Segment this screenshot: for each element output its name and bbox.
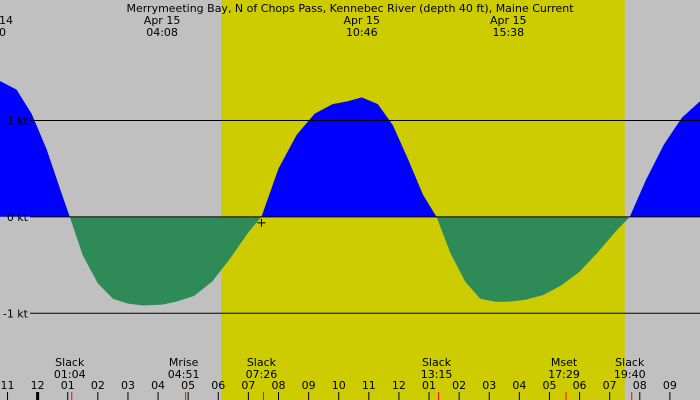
bottom-event-time: 04:51 (168, 368, 200, 381)
bottom-events: Slack01:04Mrise04:51Slack07:26Slack13:15… (54, 356, 646, 400)
x-tick-label: 06 (573, 379, 587, 392)
top-event-date: Apr 15 (344, 14, 381, 27)
x-tick-label: 11 (362, 379, 376, 392)
bottom-event-label: Slack (422, 356, 452, 369)
y-tick-label: 1 kt (7, 114, 29, 127)
x-tick-label: 09 (663, 379, 677, 392)
x-tick-label: 04 (512, 379, 526, 392)
bottom-event-label: Mset (551, 356, 578, 369)
top-left-date: 14 (0, 14, 13, 27)
bottom-event-label: Slack (55, 356, 85, 369)
x-tick-label: 01 (61, 379, 75, 392)
y-tick-label: -1 kt (3, 307, 29, 320)
bottom-event-label: Slack (247, 356, 277, 369)
x-tick-label: 11 (1, 379, 15, 392)
x-tick-label: 12 (31, 379, 45, 392)
x-tick-label: 05 (542, 379, 556, 392)
bottom-event-time: 07:26 (246, 368, 278, 381)
current-time-markers (257, 218, 266, 227)
x-tick-label: 06 (211, 379, 225, 392)
y-tick-label: 0 kt (7, 211, 29, 224)
bottom-event-time: 01:04 (54, 368, 86, 381)
x-tick-label: 01 (422, 379, 436, 392)
top-event-date: Apr 15 (144, 14, 181, 27)
chart-title: Merrymeeting Bay, N of Chops Pass, Kenne… (126, 2, 574, 15)
top-event-date: Apr 15 (490, 14, 527, 27)
x-tick-label: 07 (603, 379, 617, 392)
x-tick-label: 03 (121, 379, 135, 392)
top-event-time: 10:46 (346, 26, 378, 39)
bottom-event-time: 17:29 (548, 368, 580, 381)
x-tick-label: 04 (151, 379, 165, 392)
x-tick-label: 09 (302, 379, 316, 392)
x-tick-label: 08 (633, 379, 647, 392)
bottom-event-time: 13:15 (421, 368, 453, 381)
top-left-time: 0 (0, 26, 6, 39)
ebb-area (0, 216, 700, 306)
x-tick-label: 02 (452, 379, 466, 392)
top-event-time: 04:08 (146, 26, 178, 39)
y-gridlines: 1 kt 0 kt -1 kt (3, 114, 700, 320)
flood-area (0, 80, 700, 217)
bottom-event-label: Mrise (169, 356, 199, 369)
x-tick-label: 05 (181, 379, 195, 392)
x-axis: 11 12 01 02 03 04 05 06 07 08 09 10 11 12 01 02 03 04 05 06… (1, 379, 677, 400)
x-tick-label: 07 (241, 379, 255, 392)
top-event-time: 15:38 (492, 26, 524, 39)
x-tick-label: 10 (332, 379, 346, 392)
bottom-event-label: Slack (615, 356, 645, 369)
x-tick-label: 12 (392, 379, 406, 392)
current-area-layer (0, 80, 700, 306)
x-tick-label: 02 (91, 379, 105, 392)
bottom-event-time: 19:40 (614, 368, 646, 381)
x-tick-label: 08 (271, 379, 285, 392)
x-tick-label: 03 (482, 379, 496, 392)
